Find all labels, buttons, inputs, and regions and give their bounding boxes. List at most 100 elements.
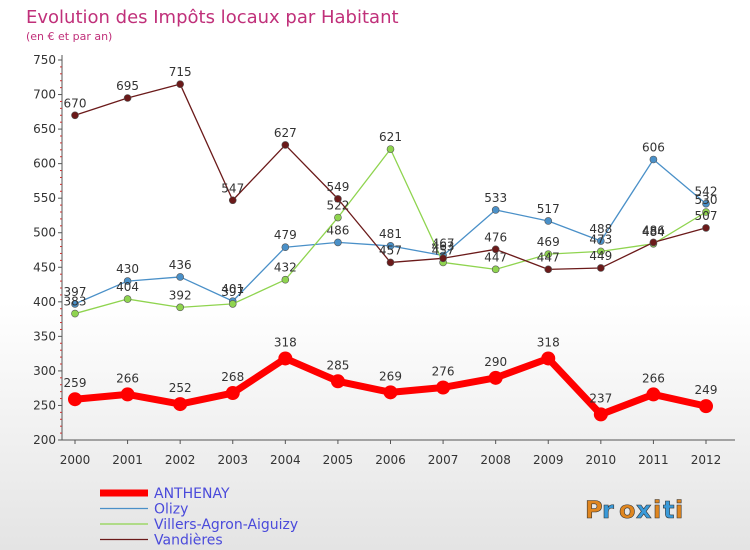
- logo-letter: x: [636, 496, 652, 524]
- x-tick-label: 2009: [533, 453, 564, 467]
- data-point: [597, 247, 605, 256]
- data-label: 488: [589, 222, 612, 236]
- data-label: 392: [169, 288, 192, 302]
- data-label: 542: [695, 185, 718, 199]
- data-label: 276: [432, 364, 455, 378]
- y-tick-label: 450: [33, 260, 56, 274]
- data-point: [597, 264, 605, 272]
- data-label: 469: [537, 235, 560, 249]
- axes: 200 250 300 350 400 450 500 550 600 650 700 750 2000…: [33, 53, 735, 467]
- data-label: 318: [274, 335, 297, 349]
- data-point: [541, 351, 556, 366]
- data-label: 430: [116, 262, 139, 276]
- data-point: [386, 145, 395, 153]
- x-tick-label: 2001: [112, 453, 143, 467]
- data-point: [699, 399, 713, 414]
- data-label: 259: [64, 376, 87, 390]
- data-point: [123, 295, 132, 303]
- data-point: [120, 387, 135, 402]
- data-point: [123, 94, 132, 102]
- x-tick-label: 2010: [586, 453, 617, 467]
- y-tick-label: 750: [33, 53, 56, 67]
- data-point: [544, 250, 553, 258]
- data-point: [123, 277, 132, 285]
- data-label: 457: [379, 243, 402, 257]
- logo-letter: o: [619, 496, 636, 524]
- data-label: 269: [379, 369, 402, 383]
- data-label: 397: [64, 285, 87, 299]
- legend-label: Villers-Agron-Aiguizy: [154, 517, 298, 533]
- data-point: [593, 407, 608, 422]
- chart-title: Evolution des Impôts locaux par Habitant: [26, 7, 399, 28]
- data-label: 530: [695, 193, 718, 207]
- y-tick-label: 600: [33, 157, 56, 171]
- legend-label: ANTHENAY: [154, 486, 230, 502]
- data-label: 397: [221, 285, 244, 299]
- data-point: [646, 387, 661, 402]
- y-tick-label: 200: [33, 433, 56, 447]
- data-point: [176, 303, 184, 312]
- data-label: 266: [642, 371, 665, 385]
- y-tick-label: 400: [33, 295, 56, 309]
- data-label: 401: [221, 282, 244, 296]
- legend-label: Olizy: [154, 502, 188, 518]
- x-tick-label: 2000: [60, 453, 91, 467]
- series-anthenay: 259 266 252 268 318 285 269 276 290 318 237 266 249: [64, 335, 718, 422]
- data-label: 285: [326, 358, 349, 372]
- data-point: [281, 275, 290, 284]
- data-label: 621: [379, 130, 402, 144]
- data-point: [334, 195, 342, 203]
- legend-label: Vandières: [154, 533, 223, 549]
- data-label: 447: [537, 250, 560, 264]
- data-label: 486: [642, 223, 665, 237]
- data-point: [488, 370, 503, 385]
- x-tick-label: 2004: [270, 453, 301, 467]
- data-label: 670: [64, 96, 87, 110]
- chart-subtitle: (en € et par an): [26, 30, 112, 43]
- data-label: 268: [221, 370, 244, 384]
- data-label: 715: [169, 65, 192, 79]
- logo-letter: i: [653, 496, 661, 524]
- y-tick-label: 550: [33, 191, 56, 205]
- data-point: [544, 217, 553, 225]
- data-label: 266: [116, 371, 139, 385]
- data-point: [702, 224, 710, 232]
- data-point: [68, 392, 82, 407]
- x-tick-label: 2005: [323, 453, 354, 467]
- x-tick-label: 2012: [691, 453, 722, 467]
- data-point: [71, 309, 79, 318]
- x-tick-label: 2006: [375, 453, 406, 467]
- data-point: [702, 199, 710, 208]
- data-point: [491, 265, 500, 274]
- data-point: [330, 374, 345, 389]
- data-point: [176, 80, 184, 88]
- data-point: [228, 196, 237, 205]
- data-point: [173, 397, 188, 412]
- data-label: 252: [169, 381, 192, 395]
- data-point: [281, 243, 290, 252]
- data-label: 290: [484, 355, 507, 369]
- data-label: 476: [484, 230, 507, 244]
- data-label: 447: [484, 250, 507, 264]
- data-point: [71, 300, 79, 308]
- data-point: [281, 141, 290, 149]
- logo-letter: P: [585, 496, 603, 524]
- data-label: 484: [642, 225, 665, 239]
- data-point: [334, 238, 342, 247]
- data-label: 467: [432, 237, 455, 251]
- y-tick-label: 300: [33, 364, 56, 378]
- y-tick-label: 250: [33, 398, 56, 412]
- y-tick-label: 650: [33, 122, 56, 136]
- data-point: [544, 265, 553, 274]
- data-label: 318: [537, 335, 560, 349]
- data-label: 449: [589, 249, 612, 263]
- logo-letter: t: [663, 496, 674, 524]
- legend: ANTHENAYOlizyVillers-Agron-AiguizyVandiè…: [100, 486, 298, 549]
- data-point: [597, 237, 605, 245]
- y-tick-label: 500: [33, 226, 56, 240]
- data-label: 249: [695, 383, 718, 397]
